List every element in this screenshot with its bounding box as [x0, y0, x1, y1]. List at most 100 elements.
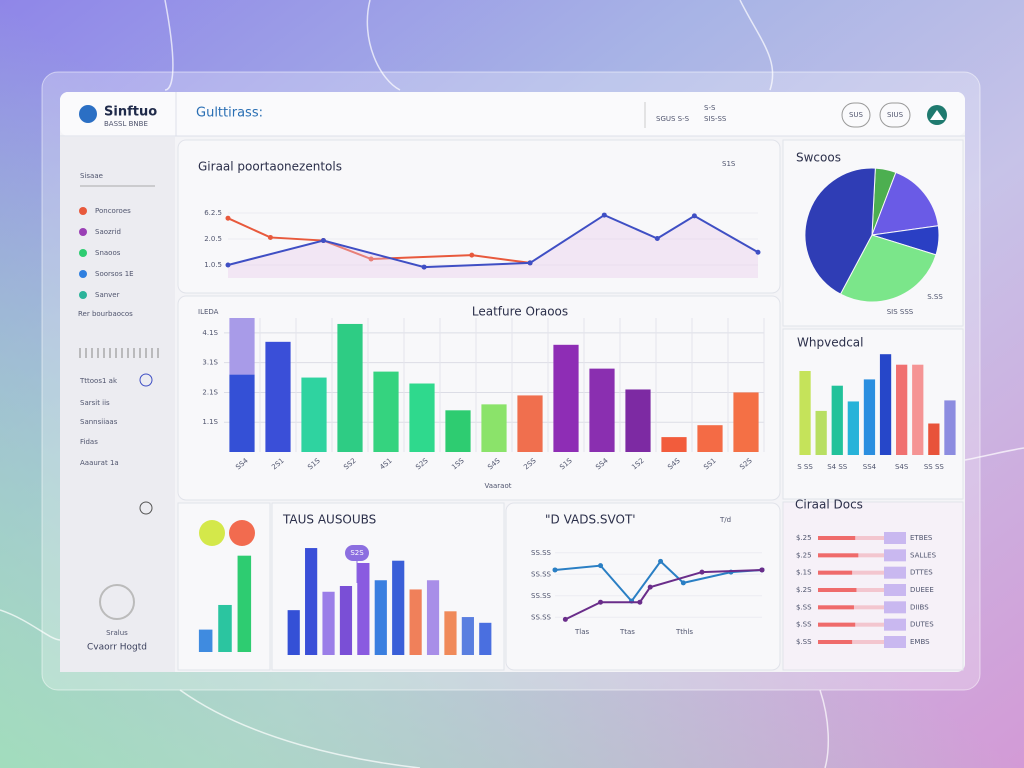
- bar: [426, 580, 440, 655]
- category-label: DUTES: [910, 621, 934, 629]
- point: [699, 569, 705, 575]
- nav-icon: [79, 207, 87, 215]
- sidebar: [60, 137, 175, 672]
- settings-icon[interactable]: [139, 501, 153, 515]
- bar: [461, 617, 474, 655]
- profile-ring: [99, 584, 135, 620]
- footnote: S.SS: [927, 293, 943, 301]
- nav-item[interactable]: Sarsit iis: [80, 399, 110, 407]
- chart-title: Leatfure Oraoos: [472, 305, 568, 319]
- nav-item[interactable]: Sannsiiaas: [80, 418, 118, 426]
- y-tick-label: 6.2.5: [204, 209, 222, 217]
- point: [598, 563, 604, 569]
- bar-track: [818, 640, 906, 644]
- y-tick-label: 2.1S: [202, 388, 218, 396]
- point: [601, 212, 607, 218]
- point: [225, 215, 231, 221]
- bar: [517, 395, 543, 452]
- chart-corner: S1S: [722, 160, 736, 168]
- bar-track: [818, 622, 906, 627]
- header-meta: S-S: [704, 104, 716, 112]
- row-label: $.2S: [796, 586, 812, 594]
- pie-slice: [839, 234, 937, 303]
- status-dot: [229, 520, 255, 546]
- bar: [818, 553, 859, 558]
- profile-name: Cvaorr Hogtd: [87, 643, 147, 653]
- point: [647, 584, 653, 590]
- row-label: $.SS: [796, 603, 812, 611]
- bar: [879, 354, 892, 455]
- nav-item[interactable]: Poncoroes: [95, 207, 131, 215]
- x-tick-label: Tthls: [675, 628, 693, 636]
- y-tick-label: SS.SS: [531, 592, 552, 600]
- row-label: $.25: [796, 551, 812, 559]
- category-label: DUEEE: [910, 586, 934, 594]
- bar: [831, 385, 843, 455]
- header-button-label[interactable]: SUS: [849, 111, 864, 119]
- bar: [847, 401, 859, 455]
- bar: [553, 344, 579, 452]
- nav-item[interactable]: Sanver: [95, 291, 120, 299]
- y-axis-label: ILEDA: [198, 308, 219, 316]
- row-label: $.25: [796, 534, 812, 542]
- header-button[interactable]: [879, 102, 911, 128]
- bar: [409, 383, 435, 452]
- x-tick-label: S4 SS: [827, 463, 848, 471]
- chart-title: Whpvedcal: [797, 336, 863, 350]
- pie-slice: [871, 171, 939, 236]
- nav-icon: [79, 270, 87, 278]
- bar: [818, 640, 853, 644]
- bar: [863, 379, 876, 455]
- bar: [373, 371, 399, 452]
- search-box[interactable]: Sisaae: [80, 172, 103, 180]
- nav-item[interactable]: Saozrid: [95, 228, 121, 236]
- bar: [896, 364, 908, 455]
- point: [527, 260, 533, 266]
- nav-item[interactable]: Tttoos1 ak: [79, 377, 118, 385]
- bar: [265, 341, 291, 452]
- header-button[interactable]: [841, 102, 871, 128]
- nav-item[interactable]: Aaaurat 1a: [80, 459, 119, 467]
- header-button-label[interactable]: SIUS: [887, 111, 904, 119]
- category-label: SALLES: [910, 551, 937, 559]
- header-meta: SIS-SS: [704, 115, 727, 123]
- nav-item[interactable]: Fidas: [80, 438, 98, 446]
- bar: [799, 371, 811, 455]
- point: [562, 616, 568, 622]
- bar: [445, 410, 471, 452]
- bar: [322, 591, 335, 655]
- bar-track: [818, 588, 906, 592]
- category-label: ETBES: [910, 534, 933, 542]
- y-tick-label: 1.1S: [202, 418, 218, 426]
- point: [637, 599, 643, 605]
- bar: [815, 410, 827, 455]
- y-tick-label: SS.SS: [531, 570, 552, 578]
- row-label: $.1S: [796, 569, 812, 577]
- line: [227, 217, 531, 264]
- profile-label: Sralus: [106, 629, 128, 637]
- avatar-icon: [930, 110, 944, 120]
- header: [60, 92, 965, 136]
- y-tick-label: SS.SS: [531, 549, 552, 557]
- nav-section: Rer bourbaocos: [78, 310, 133, 318]
- x-tick-label: Tlas: [574, 628, 590, 636]
- row-chip: [884, 601, 906, 614]
- y-tick-label: 3.1S: [202, 359, 218, 367]
- point: [598, 599, 604, 605]
- bar: [818, 622, 856, 627]
- point: [368, 256, 374, 262]
- annotation-bubble: [345, 545, 369, 561]
- nav-item[interactable]: Soorsos 1E: [95, 270, 134, 278]
- row-chip: [884, 636, 906, 648]
- point: [225, 262, 231, 268]
- bar: [479, 622, 492, 655]
- y-tick-label: 4.1S: [202, 329, 218, 337]
- bar: [912, 364, 924, 455]
- row-chip: [884, 584, 906, 596]
- point: [755, 249, 761, 255]
- bar: [237, 555, 252, 652]
- bar: [733, 392, 759, 452]
- nav-item[interactable]: Snaoos: [95, 249, 121, 257]
- bar: [444, 611, 457, 655]
